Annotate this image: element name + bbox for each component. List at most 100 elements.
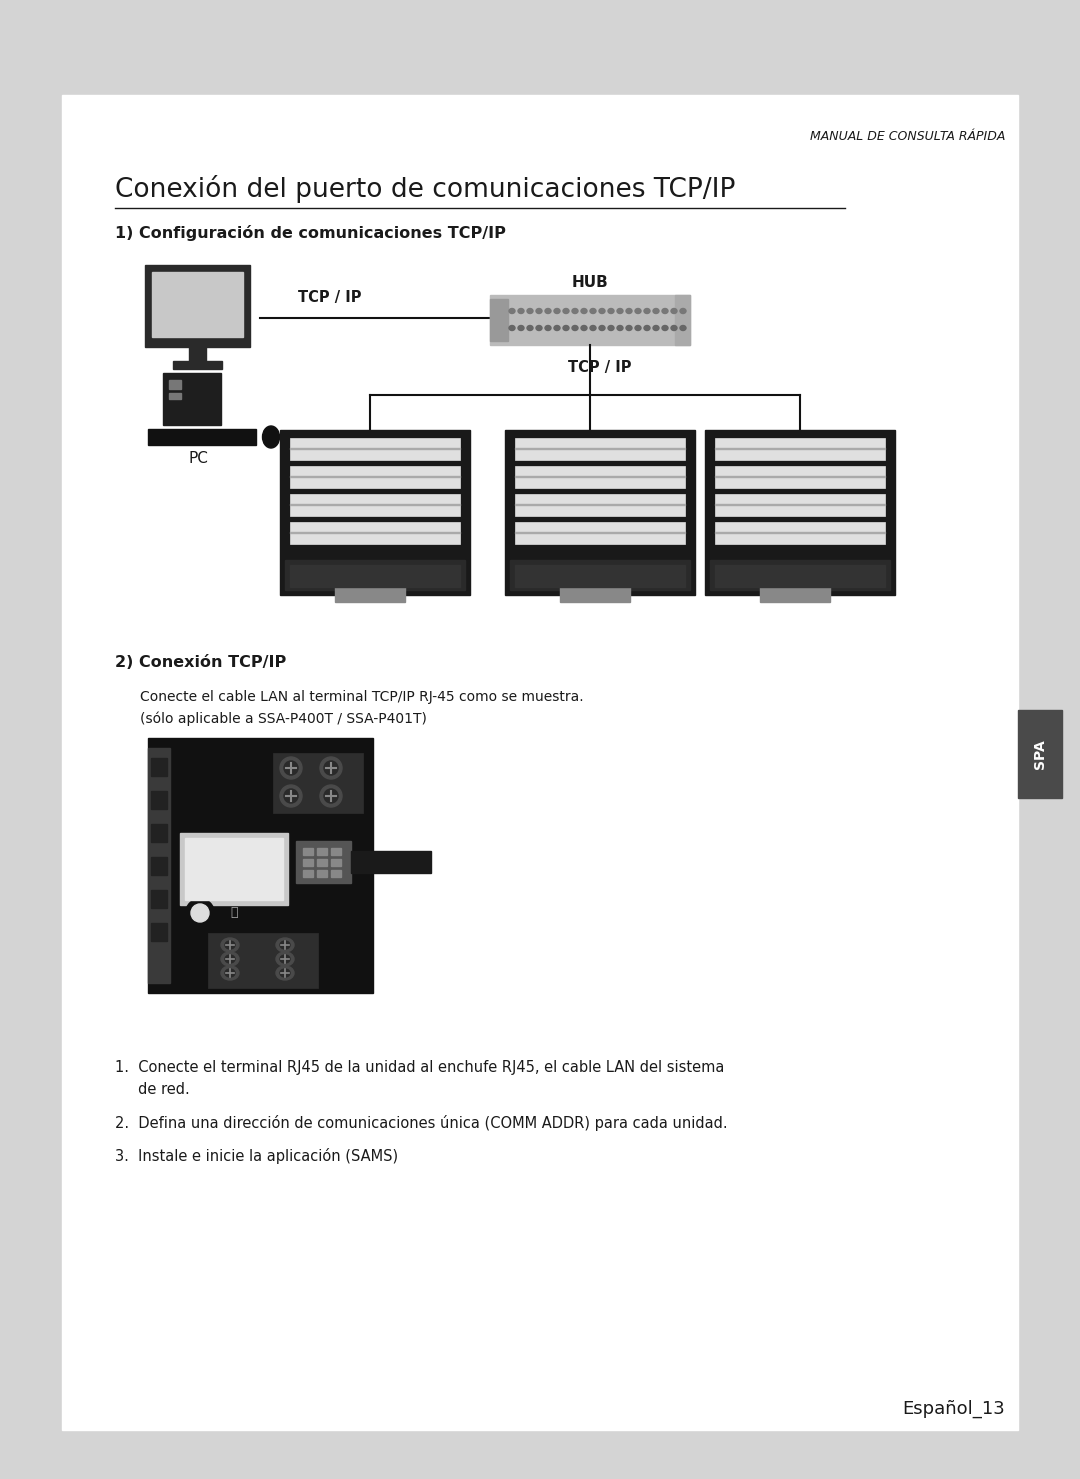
Bar <box>189 348 206 361</box>
Bar <box>715 565 885 587</box>
Ellipse shape <box>599 325 605 330</box>
Ellipse shape <box>680 325 686 330</box>
Text: MANUAL DE CONSULTA RÁPIDA: MANUAL DE CONSULTA RÁPIDA <box>810 130 1005 143</box>
Ellipse shape <box>554 325 561 330</box>
Bar <box>490 299 508 342</box>
Text: Conexión del puerto de comunicaciones TCP/IP: Conexión del puerto de comunicaciones TC… <box>114 175 735 203</box>
Ellipse shape <box>280 941 291 950</box>
Bar <box>303 859 313 867</box>
Bar <box>291 438 460 460</box>
Text: Conecte el cable LAN al terminal TCP/IP RJ-45 como se muestra.: Conecte el cable LAN al terminal TCP/IP … <box>140 691 583 704</box>
Ellipse shape <box>186 899 214 927</box>
Bar <box>285 561 465 590</box>
Bar <box>291 494 460 516</box>
Ellipse shape <box>608 325 615 330</box>
Bar <box>62 95 1018 1430</box>
Text: TCP / IP: TCP / IP <box>568 359 632 376</box>
Ellipse shape <box>563 325 569 330</box>
Ellipse shape <box>280 757 302 779</box>
Ellipse shape <box>280 969 291 978</box>
Ellipse shape <box>518 325 524 330</box>
Text: de red.: de red. <box>114 1083 190 1097</box>
Ellipse shape <box>320 757 342 779</box>
Bar <box>151 923 167 941</box>
Bar <box>151 856 167 876</box>
Text: PC: PC <box>188 451 208 466</box>
Bar <box>715 494 885 516</box>
Bar <box>180 833 288 905</box>
Bar <box>715 466 885 488</box>
Ellipse shape <box>644 325 650 330</box>
Ellipse shape <box>518 309 524 314</box>
Ellipse shape <box>662 309 669 314</box>
Ellipse shape <box>572 309 578 314</box>
Bar <box>151 791 167 809</box>
Ellipse shape <box>284 762 298 775</box>
Bar <box>168 380 181 389</box>
Text: TCP / IP: TCP / IP <box>298 290 362 305</box>
Bar <box>185 839 283 901</box>
Bar <box>280 430 470 595</box>
Bar <box>151 824 167 842</box>
Bar <box>490 294 690 345</box>
Bar <box>163 373 221 424</box>
Ellipse shape <box>581 325 588 330</box>
Bar <box>515 466 685 488</box>
Ellipse shape <box>545 309 551 314</box>
Bar <box>291 565 460 587</box>
Text: 2.  Defina una dirección de comunicaciones única (COMM ADDR) para cada unidad.: 2. Defina una dirección de comunicacione… <box>114 1115 728 1131</box>
Bar <box>330 847 341 855</box>
Bar <box>1018 710 1062 799</box>
Ellipse shape <box>225 941 235 950</box>
Bar <box>505 430 696 595</box>
Ellipse shape <box>280 955 291 963</box>
Bar <box>148 738 373 992</box>
Ellipse shape <box>563 309 569 314</box>
Text: ⏵: ⏵ <box>230 907 238 920</box>
Bar <box>715 522 885 544</box>
Ellipse shape <box>527 309 534 314</box>
Ellipse shape <box>320 785 342 808</box>
Bar <box>151 890 167 908</box>
Ellipse shape <box>509 325 515 330</box>
Ellipse shape <box>276 952 294 966</box>
Ellipse shape <box>509 309 515 314</box>
Bar <box>318 859 327 867</box>
Text: 1) Configuración de comunicaciones TCP/IP: 1) Configuración de comunicaciones TCP/I… <box>114 225 505 241</box>
Bar <box>303 847 313 855</box>
Ellipse shape <box>599 309 605 314</box>
Text: 2) Conexión TCP/IP: 2) Conexión TCP/IP <box>114 655 286 670</box>
Ellipse shape <box>554 309 561 314</box>
Ellipse shape <box>276 966 294 981</box>
Bar <box>760 587 831 602</box>
Ellipse shape <box>671 325 677 330</box>
Bar <box>296 842 351 883</box>
Ellipse shape <box>590 325 596 330</box>
Bar <box>510 561 690 590</box>
Ellipse shape <box>653 325 659 330</box>
Bar <box>715 438 885 460</box>
Text: SPA: SPA <box>1032 740 1047 769</box>
Bar <box>208 933 318 988</box>
Ellipse shape <box>324 762 338 775</box>
Ellipse shape <box>284 788 298 803</box>
Ellipse shape <box>653 309 659 314</box>
Bar <box>318 847 327 855</box>
Ellipse shape <box>608 309 615 314</box>
Ellipse shape <box>225 969 235 978</box>
Bar <box>291 522 460 544</box>
Ellipse shape <box>626 325 632 330</box>
Ellipse shape <box>626 309 632 314</box>
Bar <box>515 494 685 516</box>
Ellipse shape <box>680 309 686 314</box>
Text: 1.  Conecte el terminal RJ45 de la unidad al enchufe RJ45, el cable LAN del sist: 1. Conecte el terminal RJ45 de la unidad… <box>114 1060 725 1075</box>
Bar <box>515 522 685 544</box>
Bar <box>303 870 313 877</box>
Ellipse shape <box>536 325 542 330</box>
Bar <box>675 294 690 345</box>
Text: HUB: HUB <box>571 275 608 290</box>
Bar <box>561 587 630 602</box>
Ellipse shape <box>221 966 239 981</box>
Bar <box>330 859 341 867</box>
Text: 3.  Instale e inicie la aplicación (SAMS): 3. Instale e inicie la aplicación (SAMS) <box>114 1148 399 1164</box>
